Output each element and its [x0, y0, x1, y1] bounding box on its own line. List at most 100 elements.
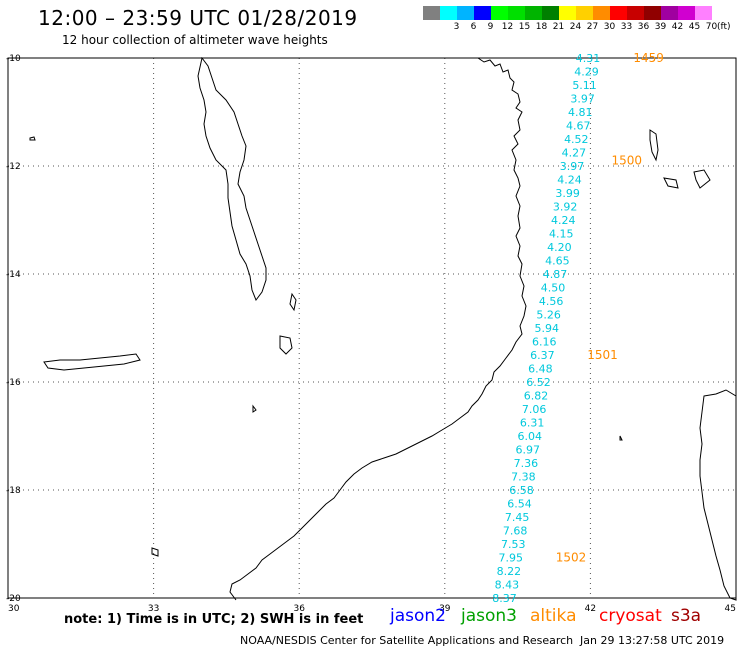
map-border: [7, 57, 737, 599]
wave-height-value: 4.29: [574, 66, 599, 79]
pass-time-label: 1459: [633, 51, 664, 65]
wave-height-value: 4.27: [562, 147, 587, 160]
legend-swatch: [491, 6, 508, 20]
lake-malombe: [279, 335, 293, 355]
wave-height-value: 6.37: [530, 349, 555, 362]
legend-swatch: [610, 6, 627, 20]
wave-height-value: 4.24: [557, 174, 582, 187]
legend-swatch: [644, 6, 661, 20]
graticule: [7, 57, 737, 599]
satellite-s3a: s3a: [671, 606, 702, 626]
islet-a: [29, 136, 36, 141]
map-title: 12:00 – 23:59 UTC 01/28/2019: [38, 6, 358, 30]
islet-b: [252, 404, 257, 413]
wave-height-value: 5.26: [536, 309, 561, 322]
legend-swatch: [678, 6, 695, 20]
legend-label: 18: [535, 22, 548, 32]
islet-c: [151, 547, 159, 557]
longitude-labels: 30 33 36 39 42 45: [8, 604, 736, 614]
lake-chilwa-shore: [289, 292, 297, 312]
longitude-label: 33: [148, 604, 159, 614]
comoros-anjouan: [663, 177, 679, 189]
longitude-label: 42: [585, 604, 596, 614]
legend-label: 45: [688, 22, 701, 32]
legend-swatch: [559, 6, 576, 20]
legend-swatch: [542, 6, 559, 20]
legend-swatch: [695, 6, 712, 20]
latitude-label: -18: [6, 486, 21, 496]
wave-height-value: 4.50: [541, 282, 566, 295]
wave-height-value: 7.06: [522, 403, 547, 416]
legend-label: 12: [501, 22, 514, 32]
madagascar-coast: [699, 389, 737, 601]
legend-swatch: [508, 6, 525, 20]
satellite-jason2: jason2: [390, 606, 446, 626]
legend-label: 21: [552, 22, 565, 32]
wave-height-value: 4.87: [543, 268, 568, 281]
legend-label: 33: [620, 22, 633, 32]
legend-swatch: [474, 6, 491, 20]
comoros-grande-comore: [649, 129, 659, 162]
legend-label: 6: [470, 22, 477, 32]
satellite-altika: altika: [530, 606, 577, 626]
map-subtitle: 12 hour collection of altimeter wave hei…: [62, 33, 328, 47]
wave-height-value: 6.97: [516, 444, 541, 457]
legend-swatch: [423, 6, 440, 20]
color-legend: [423, 6, 712, 20]
wave-height-value: 7.45: [505, 511, 530, 524]
wave-height-value: 6.16: [532, 336, 557, 349]
wave-height-track: 4.314.295.113.974.814.674.524.273.974.24…: [492, 52, 600, 605]
wave-height-value: 6.52: [526, 376, 551, 389]
wave-height-value: 8.43: [495, 579, 520, 592]
africa-east-coast: [229, 57, 527, 601]
mayotte: [693, 169, 711, 189]
wave-height-value: 6.04: [517, 430, 542, 443]
legend-label: 42: [671, 22, 684, 32]
legend-label: 36: [637, 22, 650, 32]
islet-d: [619, 435, 623, 441]
wave-height-value: 4.65: [545, 255, 570, 268]
legend-label: 27: [586, 22, 599, 32]
wave-height-value: 7.38: [511, 471, 536, 484]
wave-height-value: 4.24: [551, 214, 576, 227]
legend-label: 70: [705, 22, 718, 32]
legend-label: 24: [569, 22, 582, 32]
legend-label: 9: [487, 22, 494, 32]
wave-height-value: 7.53: [501, 538, 526, 551]
longitude-label: 39: [439, 604, 451, 614]
latitude-label: -12: [6, 162, 21, 172]
pass-time-label: 1500: [612, 154, 643, 168]
wave-height-value: 4.31: [576, 52, 601, 65]
footer-note: note: 1) Time is in UTC; 2) SWH is in fe…: [64, 612, 364, 627]
wave-height-value: 8.22: [497, 565, 522, 578]
wave-height-value: 6.31: [520, 417, 545, 430]
wave-height-value: 6.82: [524, 390, 549, 403]
legend-swatch: [627, 6, 644, 20]
lake-malawi: [197, 56, 267, 302]
legend-label: 39: [654, 22, 667, 32]
legend-swatch: [457, 6, 474, 20]
wave-height-value: 4.15: [549, 228, 574, 241]
wave-height-value: 4.56: [539, 295, 564, 308]
lake-cahora-bassa: [43, 353, 141, 371]
satellite-jason3: jason3: [461, 606, 517, 626]
pass-time-labels: 1459 1500 1501 1502: [556, 51, 664, 565]
wave-height-value: 6.48: [528, 363, 553, 376]
legend-swatch: [593, 6, 610, 20]
legend-swatch: [440, 6, 457, 20]
generation-timestamp: Jan 29 13:27:58 UTC 2019: [580, 634, 725, 647]
wave-height-value: 6.58: [509, 484, 534, 497]
latitude-labels: -10 -12 -14 -16 -18 -20: [6, 54, 21, 604]
legend-swatch: [661, 6, 678, 20]
wave-height-value: 3.99: [555, 187, 580, 200]
latitude-label: -16: [6, 378, 21, 388]
pass-time-label: 1502: [556, 551, 587, 565]
wave-height-value: 5.11: [572, 79, 597, 92]
longitude-label: 45: [725, 604, 736, 614]
legend-label: 3: [453, 22, 460, 32]
wave-height-value: 4.20: [547, 241, 572, 254]
latitude-label: -14: [6, 270, 21, 280]
wave-height-value: 7.36: [514, 457, 539, 470]
